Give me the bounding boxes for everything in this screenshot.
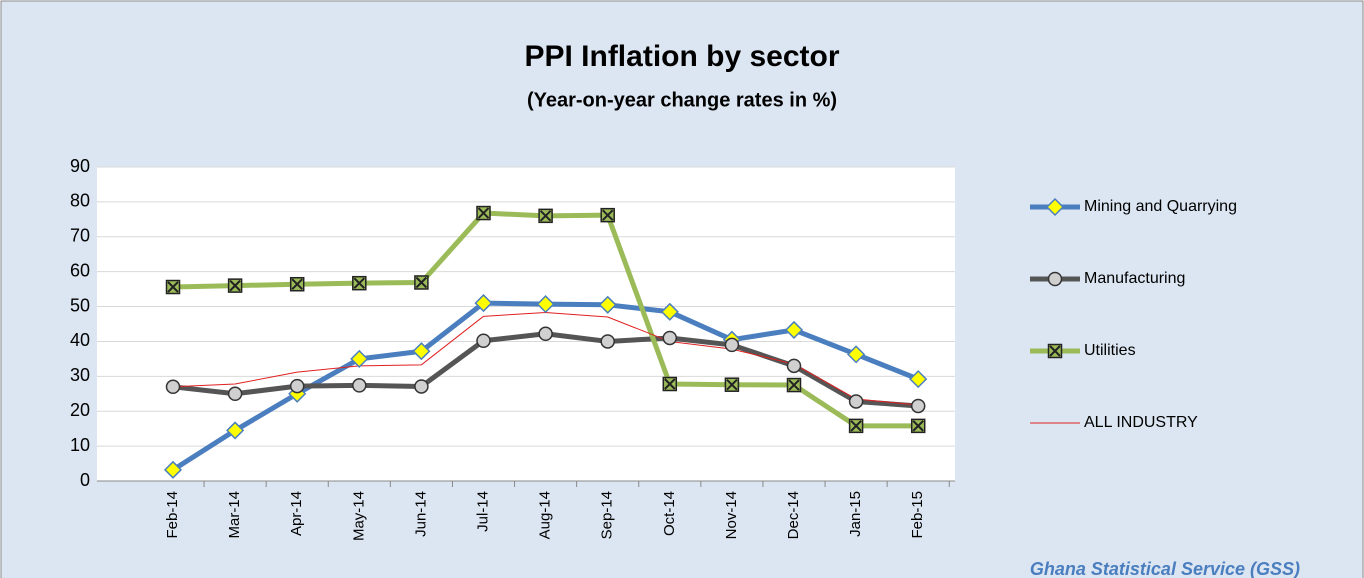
y-tick-label: 0	[80, 470, 90, 490]
marker-cross	[539, 210, 552, 222]
data-point	[600, 207, 615, 223]
data-point	[414, 275, 429, 290]
data-point	[847, 345, 866, 364]
data-point	[289, 378, 305, 394]
y-tick-label: 30	[70, 365, 90, 385]
x-tick-label: Dec-14	[785, 491, 802, 539]
data-point	[600, 334, 615, 349]
y-tick-label: 10	[70, 435, 90, 455]
data-point	[909, 370, 928, 389]
x-tick-label: May-14	[350, 491, 367, 541]
data-point	[538, 326, 553, 342]
data-point	[536, 295, 555, 314]
y-tick-label: 60	[70, 260, 90, 280]
data-point	[538, 208, 553, 224]
source-note: Ghana Statistical Service (GSS)	[1030, 559, 1300, 578]
data-point	[414, 379, 429, 394]
x-tick-label: Feb-15	[909, 491, 926, 539]
marker-cross	[291, 278, 303, 290]
marker-cross	[850, 420, 862, 432]
marker-cross	[477, 207, 490, 219]
data-point	[165, 279, 181, 295]
marker-cross	[601, 209, 614, 221]
data-point	[352, 275, 367, 291]
marker-cross	[664, 378, 676, 390]
y-tick-label: 40	[70, 330, 90, 350]
marker-cross	[353, 277, 366, 289]
x-tick-label: Mar-14	[226, 491, 243, 539]
data-point	[165, 379, 181, 395]
data-point	[476, 205, 491, 221]
data-point	[226, 421, 245, 440]
legend-label: ALL INDUSTRY	[1084, 414, 1198, 431]
y-tick-label: 50	[70, 295, 90, 315]
x-tick-label: Aug-14	[537, 491, 554, 539]
marker-cross	[726, 378, 738, 391]
data-point	[724, 377, 740, 392]
x-tick-label: Apr-14	[288, 491, 305, 536]
x-tick-label: Sep-14	[599, 491, 616, 539]
marker-cross	[1049, 345, 1061, 357]
legend-label: Manufacturing	[1084, 270, 1185, 287]
legend-marker	[1045, 197, 1065, 217]
marker-cross	[415, 276, 428, 289]
data-point	[476, 333, 491, 348]
x-tick-label: Oct-14	[661, 491, 678, 536]
data-point	[848, 394, 864, 409]
data-point	[350, 349, 369, 368]
data-point	[724, 337, 740, 353]
chart-title: PPI Inflation by sector	[524, 40, 839, 73]
y-tick-label: 20	[70, 400, 90, 420]
legend-marker	[1047, 343, 1063, 359]
legend-marker	[1047, 271, 1063, 287]
data-point	[784, 320, 804, 339]
x-tick-label: Jun-14	[412, 491, 429, 537]
y-tick-label: 80	[70, 191, 90, 211]
data-point	[910, 418, 926, 434]
marker-cross	[912, 420, 924, 432]
x-tick-label: Jan-15	[847, 491, 864, 537]
legend-label: Mining and Quarrying	[1084, 198, 1237, 215]
x-tick-label: Nov-14	[723, 491, 740, 539]
data-point	[660, 302, 679, 321]
data-point	[910, 398, 926, 414]
data-point	[289, 276, 305, 292]
data-point	[474, 294, 493, 313]
x-tick-label: Jul-14	[474, 491, 491, 532]
data-point	[598, 295, 617, 314]
legend-label: Utilities	[1084, 342, 1136, 359]
data-point	[227, 278, 243, 293]
data-point	[786, 358, 802, 374]
marker-cross	[229, 279, 241, 292]
data-point	[848, 418, 864, 434]
data-point	[352, 378, 367, 393]
chart-subtitle: (Year-on-year change rates in %)	[527, 89, 837, 111]
data-point	[662, 330, 678, 346]
data-point	[163, 460, 183, 479]
data-point	[412, 342, 431, 361]
marker-cross	[788, 379, 800, 391]
data-point	[227, 386, 243, 402]
y-tick-label: 90	[70, 156, 90, 176]
data-point	[662, 376, 678, 392]
y-tick-label: 70	[70, 226, 90, 246]
data-point	[786, 377, 802, 393]
marker-cross	[167, 281, 179, 293]
x-tick-label: Feb-14	[164, 491, 181, 539]
